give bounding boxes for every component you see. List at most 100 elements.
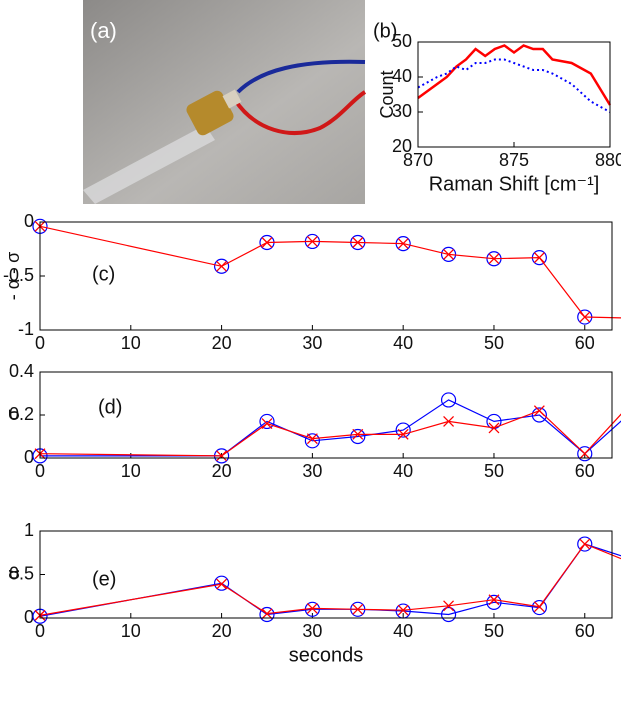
x-tick-label: 30 [302, 333, 322, 353]
marker-x-stroke [533, 601, 545, 613]
marker-x [397, 238, 409, 250]
marker-circle [531, 407, 547, 423]
series-line [417, 44, 612, 106]
x-tick-label: 60 [575, 333, 595, 353]
x-tick-label: 0 [35, 461, 45, 481]
marker-x-stroke [306, 235, 318, 247]
y-tick-label: 0.5 [9, 563, 34, 583]
x-tick-label: 20 [212, 333, 232, 353]
marker-circle [259, 606, 275, 623]
axes-box [39, 530, 613, 619]
marker-x [579, 311, 591, 323]
plot-area [32, 392, 621, 464]
marker-x [579, 448, 591, 460]
x-axis-label: Raman Shift [cm⁻¹] [429, 173, 600, 195]
marker-x [216, 578, 228, 590]
marker-x-stroke [261, 608, 273, 620]
series-line [39, 225, 621, 319]
y-tick-label: 50 [392, 31, 412, 51]
axes-box [39, 221, 613, 331]
marker-x-stroke [261, 418, 273, 430]
plot-area [417, 44, 612, 113]
panel-label: (a) [90, 18, 117, 43]
y-tick-label: 20 [392, 136, 412, 156]
marker-x-stroke [261, 237, 273, 248]
x-tick-label: 875 [499, 150, 529, 170]
marker-x [443, 600, 455, 612]
marker-x-stroke [352, 603, 364, 615]
marker-x-stroke [443, 600, 455, 612]
marker-circle [350, 428, 366, 445]
marker-x [488, 422, 500, 434]
axes-box [417, 41, 611, 148]
marker-x [261, 418, 273, 430]
photo [83, 0, 367, 204]
x-tick-label: 40 [393, 461, 413, 481]
y-tick-label: 1 [24, 520, 34, 540]
marker-circle [304, 433, 320, 449]
series-line [417, 58, 611, 113]
marker-x-stroke [397, 604, 409, 616]
y-axis-label: α [3, 569, 23, 579]
marker-circle [531, 599, 547, 616]
series-line [39, 410, 621, 457]
marker-x [306, 602, 318, 614]
marker-x [443, 248, 455, 260]
marker-x-stroke [579, 448, 591, 460]
y-tick-label: 0 [24, 211, 34, 231]
marker-circle [577, 536, 593, 552]
x-tick-label: 60 [575, 461, 595, 481]
marker-x [533, 601, 545, 613]
marker-x-stroke [216, 450, 228, 462]
marker-x-stroke [216, 260, 228, 272]
x-tick-label: 0 [35, 621, 45, 641]
marker-x-stroke [443, 248, 455, 260]
x-tick-label: 20 [212, 621, 232, 641]
marker-circle [440, 606, 457, 623]
marker-x-stroke [352, 237, 364, 248]
x-axis-label: seconds [289, 644, 364, 666]
series-line [40, 399, 621, 457]
panel-label: (c) [92, 263, 115, 285]
y-axis-label: σ [3, 409, 23, 420]
marker-circle [440, 246, 457, 262]
marker-x-stroke [488, 594, 500, 606]
x-tick-label: 50 [484, 621, 504, 641]
y-axis-label: - α - σ [3, 252, 23, 301]
marker-x [352, 428, 364, 440]
panel-label: (b) [373, 20, 397, 42]
marker-circle [395, 422, 411, 438]
marker-circle [486, 594, 502, 610]
panel-label: (e) [92, 568, 116, 590]
y-tick-label: 30 [392, 101, 412, 121]
x-tick-label: 50 [484, 333, 504, 353]
panel-label: (d) [98, 396, 122, 418]
marker-x [306, 433, 318, 445]
x-tick-label: 40 [393, 621, 413, 641]
marker-circle [577, 446, 593, 462]
y-tick-label: 0.4 [9, 361, 34, 381]
marker-x [397, 604, 409, 616]
marker-x [488, 594, 500, 606]
y-tick-label: -0.5 [3, 265, 34, 285]
y-tick-label: 0 [24, 607, 34, 627]
x-tick-label: 50 [484, 461, 504, 481]
marker-x [533, 405, 545, 417]
y-tick-label: 0 [24, 447, 34, 467]
series-line [39, 543, 621, 616]
y-tick-label: 40 [392, 66, 412, 86]
marker-x-stroke [579, 538, 591, 550]
marker-x-stroke [488, 422, 500, 434]
x-tick-label: 20 [212, 461, 232, 481]
x-tick-label: 30 [302, 621, 322, 641]
x-tick-label: 880 [595, 150, 621, 170]
marker-x-stroke [488, 253, 500, 265]
marker-x [488, 253, 500, 265]
x-tick-label: 60 [575, 621, 595, 641]
marker-x [306, 235, 318, 247]
x-tick-label: 870 [403, 150, 433, 170]
y-tick-label: 0.2 [9, 404, 34, 424]
marker-x-stroke [443, 415, 455, 427]
x-tick-label: 30 [302, 461, 322, 481]
